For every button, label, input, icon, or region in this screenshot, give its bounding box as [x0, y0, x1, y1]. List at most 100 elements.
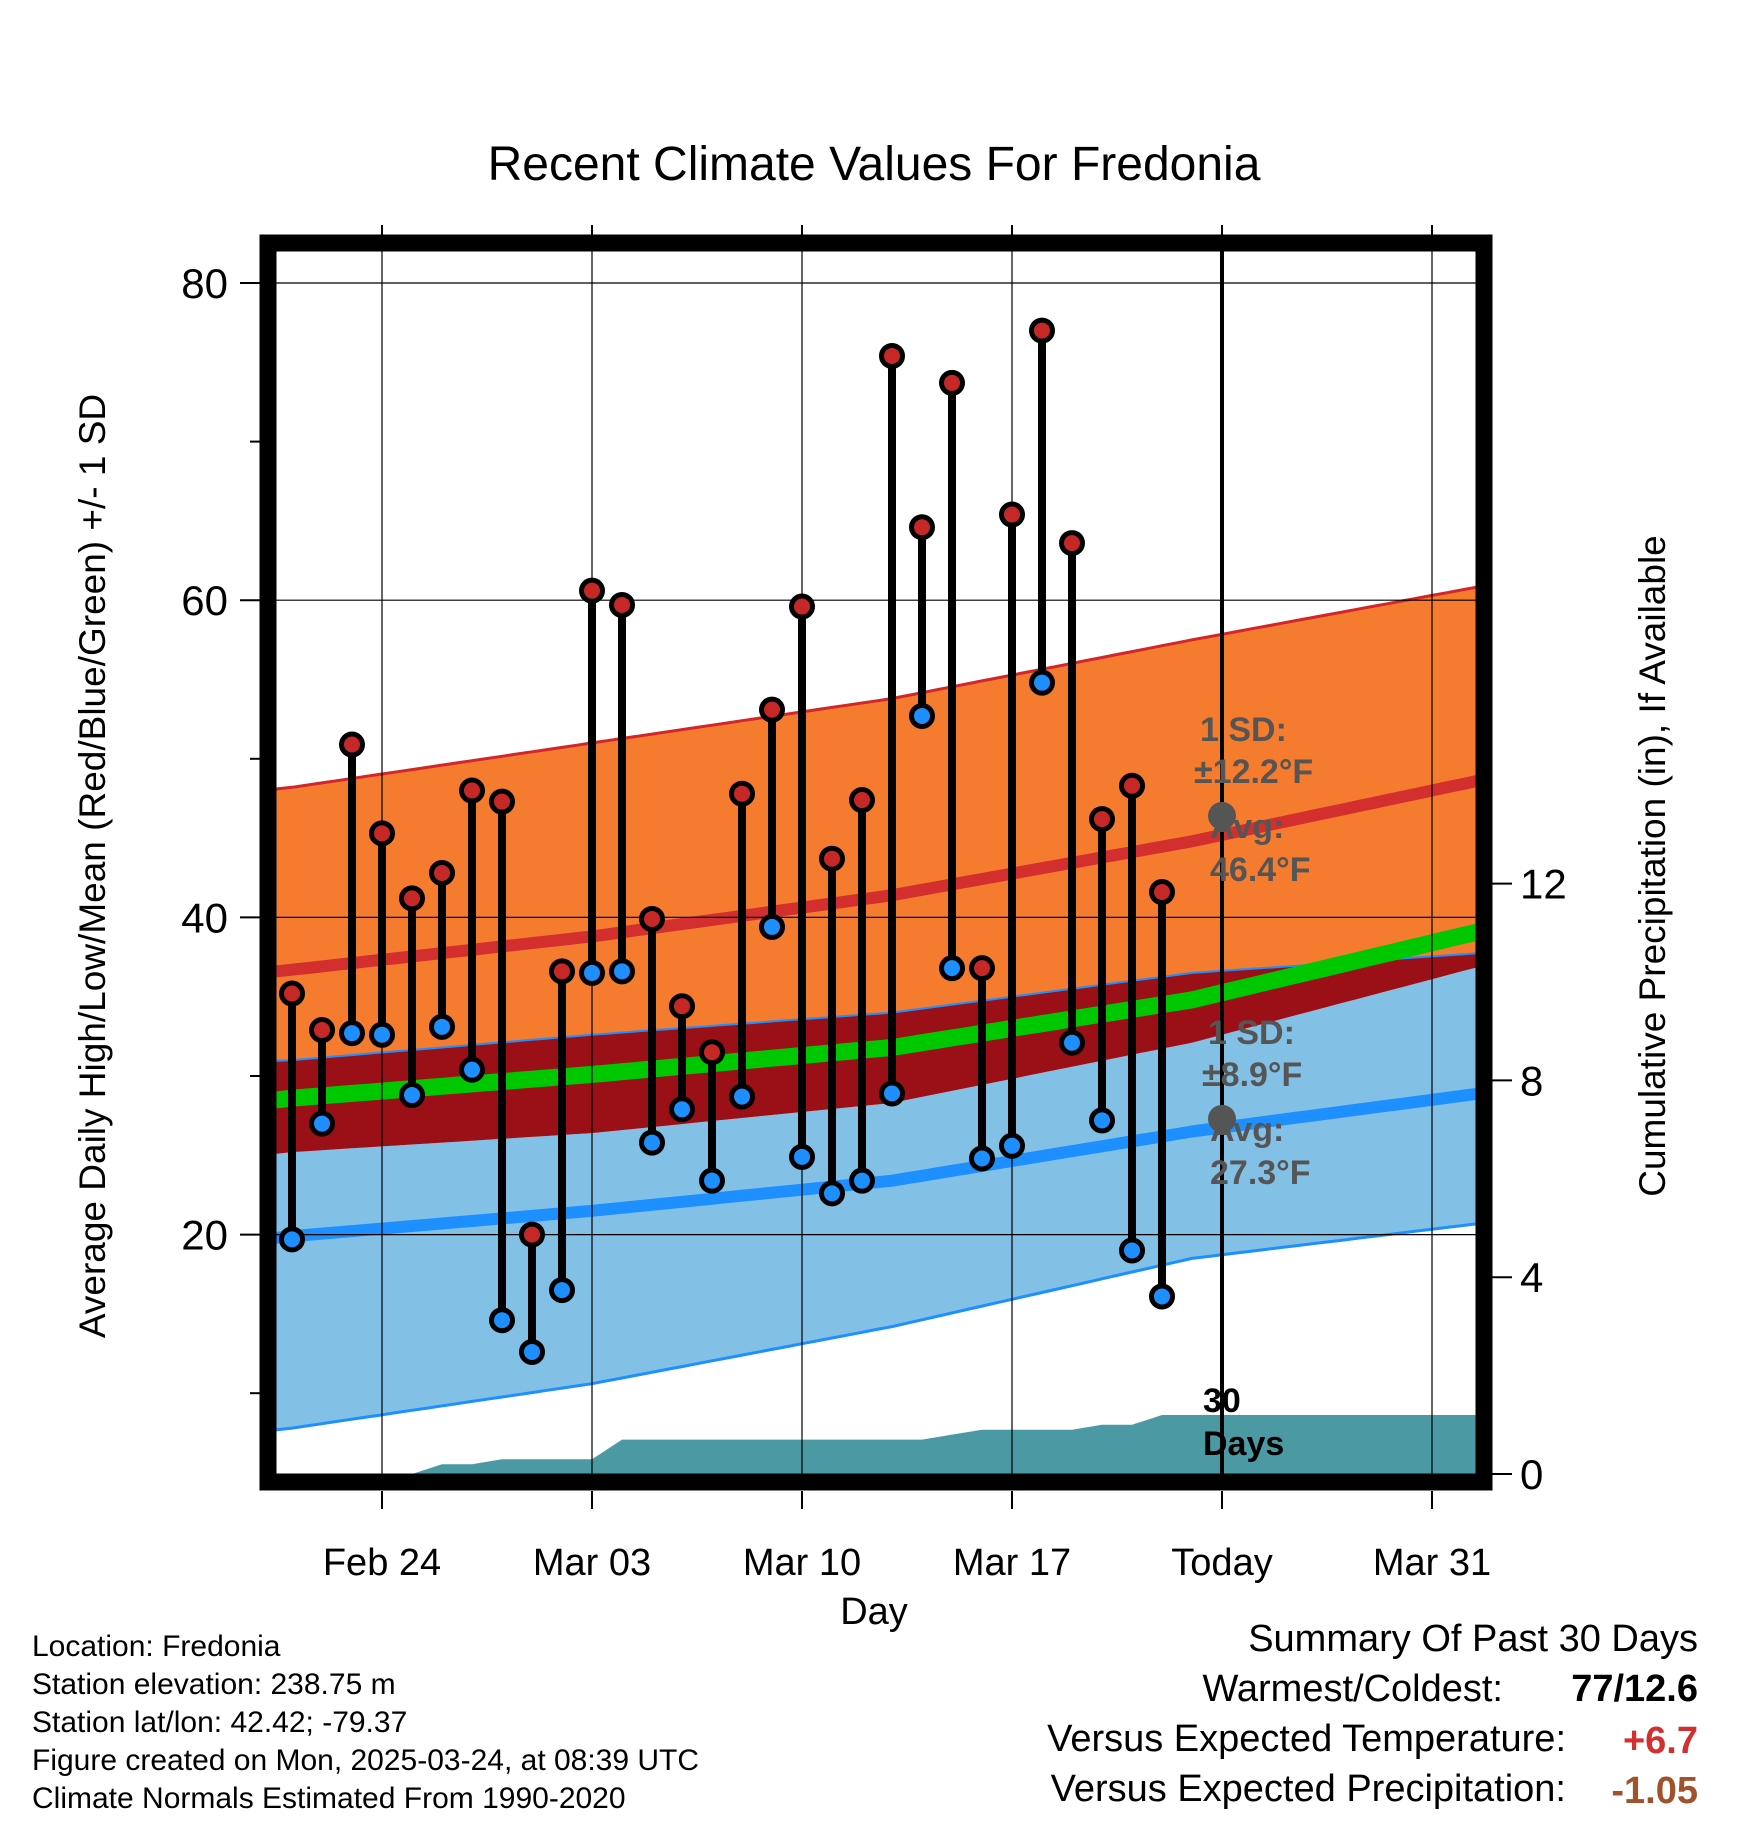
- high-point: [939, 369, 965, 396]
- low-avg-line: [268, 1086, 1484, 1245]
- high-avg-label: Avg:: [1210, 808, 1284, 846]
- y2-tick-label: 0: [1520, 1451, 1543, 1498]
- low-point: [579, 959, 605, 986]
- high-point: [849, 787, 875, 814]
- low-point: [669, 1096, 695, 1123]
- info-elevation: Station elevation: 238.75 m: [32, 1668, 396, 1701]
- low-point: [999, 1132, 1025, 1159]
- high-point: [909, 514, 935, 541]
- x-tick-label: Mar 31: [1373, 1542, 1491, 1584]
- climate-chart: Recent Climate Values For Fredonia 1 SD:…: [72, 138, 1673, 1633]
- summary-warm-cold-label: Warmest/Coldest:: [1202, 1668, 1503, 1710]
- mean-avg-line: [268, 921, 1484, 1110]
- low-point: [1149, 1283, 1175, 1310]
- x-tick-label: Mar 10: [743, 1542, 861, 1584]
- low-point: [309, 1110, 335, 1137]
- precip-area: [268, 1415, 1484, 1474]
- high-point: [549, 958, 575, 985]
- high-point: [1149, 879, 1175, 906]
- x-tick-label: Feb 24: [323, 1542, 441, 1584]
- low-point: [759, 913, 785, 940]
- days-label-number: 30: [1203, 1382, 1241, 1420]
- high-sd-value: ±12.2°F: [1194, 753, 1313, 791]
- low-point: [1059, 1029, 1085, 1056]
- low-point: [819, 1180, 845, 1207]
- y2-tick-label: 4: [1520, 1254, 1543, 1301]
- high-point: [399, 885, 425, 912]
- days-label-text: Days: [1203, 1425, 1284, 1463]
- y-tick-label: 20: [181, 1212, 228, 1259]
- high-point: [369, 820, 395, 847]
- low-point: [879, 1080, 905, 1107]
- low-point: [849, 1167, 875, 1194]
- high-point: [759, 696, 785, 723]
- low-point: [939, 955, 965, 982]
- y-axis-label: Average Daily High/Low/Mean (Red/Blue/Gr…: [72, 394, 113, 1338]
- high-point: [879, 342, 905, 369]
- high-point: [1119, 772, 1145, 799]
- low-point: [1029, 669, 1055, 696]
- y-tick-label: 80: [181, 260, 228, 307]
- low-point: [909, 702, 935, 729]
- plot-inner: 1 SD: ±12.2°F Avg: 46.4°F 1 SD: ±8.9°F Avg: 27.…: [268, 243, 1484, 1482]
- summary-heading: Summary Of Past 30 Days: [1248, 1618, 1698, 1660]
- low-point: [459, 1056, 485, 1083]
- low-avg-value: 27.3°F: [1210, 1154, 1311, 1192]
- high-point: [579, 577, 605, 604]
- high-point: [819, 845, 845, 872]
- high-point: [1059, 530, 1085, 557]
- high-point: [969, 955, 995, 982]
- summary-precip-label: Versus Expected Precipitation:: [1050, 1768, 1566, 1810]
- high-point: [429, 859, 455, 886]
- low-point: [279, 1226, 305, 1253]
- high-point: [309, 1017, 335, 1044]
- high-point: [1089, 806, 1115, 833]
- low-sd-value: ±8.9°F: [1202, 1056, 1302, 1094]
- y-tick-label: 40: [181, 894, 228, 941]
- high-point: [279, 980, 305, 1007]
- low-point: [639, 1129, 665, 1156]
- high-point: [519, 1221, 545, 1248]
- summary-warm-cold-value: 77/12.6: [1571, 1668, 1698, 1710]
- x-tick-label: Mar 03: [533, 1542, 651, 1584]
- info-latlon: Station lat/lon: 42.42; -79.37: [32, 1706, 408, 1739]
- y2-tick-label: 8: [1520, 1057, 1543, 1104]
- high-point: [999, 501, 1025, 528]
- low-point: [969, 1145, 995, 1172]
- y2-tick-label: 12: [1520, 861, 1567, 908]
- low-point: [1089, 1107, 1115, 1134]
- high-avg-value: 46.4°F: [1210, 851, 1311, 889]
- high-point: [609, 591, 635, 618]
- summary-temp-label: Versus Expected Temperature:: [1047, 1718, 1566, 1760]
- chart-title: Recent Climate Values For Fredonia: [488, 138, 1261, 191]
- info-created: Figure created on Mon, 2025-03-24, at 08…: [32, 1744, 700, 1777]
- low-sd-label: 1 SD:: [1208, 1014, 1295, 1052]
- high-point: [669, 993, 695, 1020]
- high-avg-today-marker: [1208, 801, 1236, 830]
- high-point: [699, 1039, 725, 1066]
- low-avg-label: Avg:: [1210, 1111, 1284, 1149]
- high-avg-line: [268, 773, 1484, 979]
- low-point: [429, 1013, 455, 1040]
- low-point: [609, 958, 635, 985]
- low-point: [339, 1020, 365, 1047]
- low-point: [399, 1082, 425, 1109]
- low-point: [729, 1083, 755, 1110]
- high-point: [339, 731, 365, 758]
- low-point: [489, 1307, 515, 1334]
- low-point: [699, 1167, 725, 1194]
- low-sd-lower-edge: [268, 1221, 1484, 1433]
- info-normals: Climate Normals Estimated From 1990-2020: [32, 1782, 626, 1815]
- y-tick-label: 60: [181, 577, 228, 624]
- info-location: Location: Fredonia: [32, 1630, 281, 1663]
- low-avg-today-marker: [1208, 1104, 1236, 1133]
- plot-frame: [259, 234, 1493, 1491]
- low-point: [1119, 1237, 1145, 1264]
- high-point: [729, 780, 755, 807]
- y2-axis-label: Cumulative Precipitation (in), If Availa…: [1632, 535, 1673, 1197]
- high-point: [639, 905, 665, 932]
- low-sd-band: [268, 965, 1484, 1431]
- high-sd-upper-edge: [268, 584, 1484, 792]
- summary-precip-value: -1.05: [1611, 1770, 1698, 1812]
- x-tick-label: Mar 17: [953, 1542, 1071, 1584]
